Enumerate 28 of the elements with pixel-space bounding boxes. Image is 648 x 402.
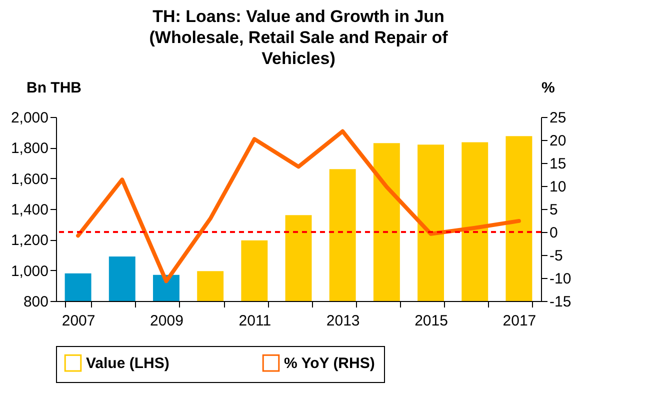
- y-tick-label: 800: [23, 294, 48, 310]
- y-tick-label: 2,000: [10, 110, 48, 126]
- y2-tick-label: -10: [550, 270, 572, 288]
- x-tick-label: 2015: [414, 312, 448, 330]
- y-tick-label: 1,200: [10, 232, 48, 250]
- x-tick-label: 2007: [62, 312, 96, 330]
- y-tick-label: 1,600: [10, 170, 48, 188]
- x-tick-label: 2013: [326, 312, 360, 330]
- line-series: [76, 129, 521, 284]
- y2-tick-label: 0: [550, 224, 558, 242]
- chart-title: TH: Loans: Value and Growth in Jun (Wholesale, Retail Sale and Repair of Vehicles): [149, 7, 448, 68]
- legend-label: % YoY (RHS): [284, 355, 375, 372]
- y2-tick-label: -5: [550, 248, 563, 264]
- x-tick-label: 2009: [150, 312, 184, 330]
- y-tick-label: 1,400: [10, 202, 48, 218]
- y2-tick-label: 5: [550, 202, 558, 218]
- y2-tick-label: 20: [550, 132, 566, 150]
- y2-axis-title: %: [542, 80, 555, 96]
- y2-tick-label: 10: [550, 178, 566, 196]
- y-tick-label: 1,000: [10, 262, 48, 280]
- x-tick-label: 2011: [238, 312, 272, 330]
- y2-tick-label: -15: [550, 294, 572, 310]
- y-axis-title: Bn THB: [26, 80, 82, 96]
- x-tick-label: 2017: [502, 312, 536, 330]
- y2-tick-label: 25: [550, 110, 566, 126]
- legend-label: Value (LHS): [86, 355, 170, 372]
- y-tick-label: 1,800: [10, 140, 48, 158]
- y2-tick-label: 15: [550, 156, 566, 172]
